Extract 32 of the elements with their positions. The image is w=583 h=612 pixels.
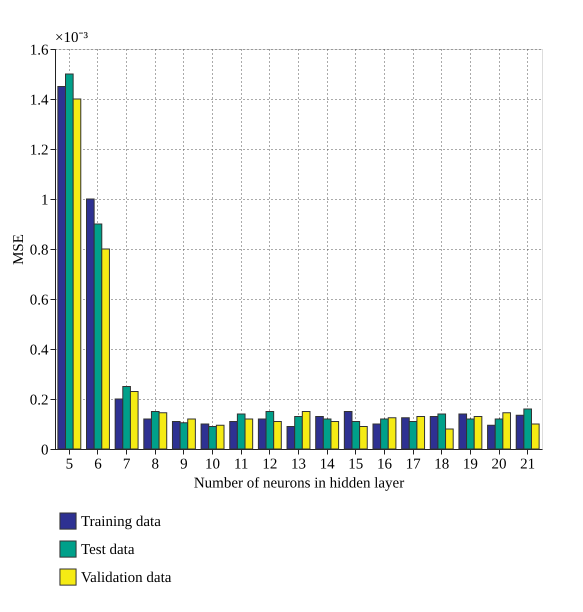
- y-tick-label: 0.8: [30, 242, 48, 258]
- y-tick-label: 0.2: [30, 392, 48, 408]
- x-tick-label: 17: [406, 456, 422, 472]
- legend-label: Training data: [81, 514, 162, 530]
- y-tick-label: 1: [41, 192, 48, 208]
- legend-label: Test data: [81, 542, 135, 558]
- y-axis-title: MSE: [10, 234, 27, 265]
- x-tick-label: 18: [434, 456, 450, 472]
- x-tick-label: 16: [376, 456, 392, 472]
- x-tick-label: 20: [492, 456, 507, 472]
- x-tick-label: 8: [152, 456, 160, 472]
- y-tick-label: 1.4: [30, 92, 49, 108]
- x-tick-label: 13: [291, 456, 306, 472]
- x-tick-label: 15: [348, 456, 364, 472]
- y-tick-label: 0.6: [30, 292, 49, 308]
- x-tick-label: 5: [66, 456, 74, 472]
- text: ×10⁻³: [55, 30, 88, 46]
- x-tick-label: 14: [320, 456, 336, 472]
- x-tick-label: 9: [180, 456, 188, 472]
- y-tick-label: 1.2: [30, 142, 48, 158]
- x-tick-label: 21: [520, 456, 536, 472]
- x-tick-label: 10: [205, 456, 220, 472]
- y-tick-label: 1.6: [30, 42, 49, 58]
- y-tick-label: 0.4: [30, 342, 49, 358]
- x-tick-label: 7: [122, 456, 131, 472]
- x-tick-label: 12: [262, 456, 278, 472]
- x-tick-label: 11: [234, 456, 248, 472]
- legend-label: Validation data: [81, 570, 172, 586]
- y-tick-label: 0: [41, 442, 48, 458]
- x-tick-label: 19: [462, 456, 478, 472]
- x-tick-label: 6: [94, 456, 102, 472]
- x-axis-title: Number of neurons in hidden layer: [194, 476, 404, 492]
